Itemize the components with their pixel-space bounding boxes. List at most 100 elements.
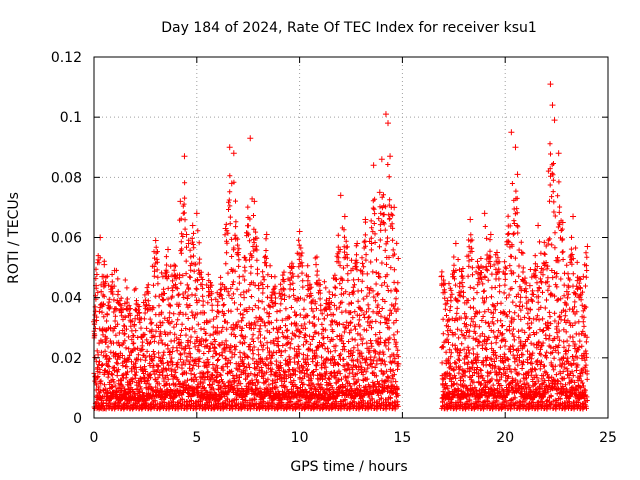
data-point	[165, 246, 172, 253]
data-point	[230, 150, 237, 157]
x-tick-label: 15	[393, 430, 411, 446]
data-point	[547, 81, 554, 88]
data-point	[158, 291, 165, 298]
data-point	[193, 210, 200, 217]
data-point	[206, 288, 213, 295]
data-point	[241, 294, 248, 301]
y-tick-label: 0	[73, 411, 82, 427]
data-point	[475, 264, 482, 271]
data-point	[132, 315, 139, 322]
data-point	[502, 270, 509, 277]
data-point	[459, 279, 466, 286]
data-point	[584, 243, 591, 250]
data-point	[382, 111, 389, 118]
data-point	[103, 360, 110, 367]
data-point	[362, 216, 369, 223]
data-point	[296, 228, 303, 235]
data-point	[518, 249, 525, 256]
data-points	[91, 81, 591, 367]
data-point	[181, 153, 188, 160]
data-point	[321, 306, 328, 313]
data-point	[288, 264, 295, 271]
data-point	[263, 231, 270, 238]
data-point	[580, 273, 587, 280]
y-tick-label: 0.06	[51, 231, 82, 247]
y-tick-label: 0.1	[60, 110, 82, 126]
data-point	[576, 294, 583, 301]
baseline-band	[91, 141, 590, 412]
data-point	[487, 231, 494, 238]
data-point	[304, 282, 311, 289]
data-point	[329, 291, 336, 298]
data-point	[222, 225, 229, 232]
data-point	[512, 144, 519, 151]
data-point	[493, 249, 500, 256]
data-point	[115, 339, 122, 346]
data-point	[95, 351, 102, 358]
data-point	[559, 219, 566, 226]
baseline-points	[91, 141, 590, 412]
data-point	[183, 231, 190, 238]
data-point	[348, 267, 354, 274]
data-point	[481, 210, 488, 217]
data-point	[376, 189, 383, 196]
data-point	[214, 324, 221, 331]
data-point	[508, 129, 515, 136]
data-point	[395, 360, 402, 367]
data-point	[535, 222, 542, 229]
data-point	[144, 306, 151, 313]
data-point	[378, 156, 385, 163]
axis-ticks	[93, 56, 609, 419]
data-point	[99, 273, 106, 280]
data-point	[199, 309, 206, 316]
y-tick-label: 0.04	[51, 291, 82, 307]
y-axis-label: ROTI / TECUs	[6, 192, 22, 284]
data-point	[280, 285, 287, 292]
data-point	[526, 282, 533, 289]
data-point	[189, 222, 196, 229]
data-point	[228, 180, 235, 187]
x-axis-label: GPS time / hours	[290, 459, 407, 475]
chart-title: Day 184 of 2024, Rate Of TEC Index for r…	[161, 20, 537, 36]
data-point	[551, 117, 558, 124]
data-point	[549, 102, 556, 109]
y-tick-label: 0.02	[51, 351, 82, 367]
x-tick-label: 5	[192, 430, 201, 446]
y-tick-label: 0.12	[51, 50, 82, 66]
data-point	[138, 333, 145, 340]
data-point	[313, 261, 320, 268]
data-point	[234, 249, 241, 256]
data-point	[341, 213, 348, 220]
data-point	[251, 198, 258, 205]
data-point	[255, 282, 262, 289]
data-point	[514, 171, 521, 178]
data-point	[387, 153, 394, 160]
data-point	[354, 240, 361, 247]
data-point	[452, 240, 459, 247]
data-point	[391, 204, 398, 211]
data-point	[543, 324, 550, 331]
data-point	[444, 297, 451, 304]
x-tick-label: 10	[291, 430, 309, 446]
data-point	[370, 162, 377, 169]
x-tick-labels: 0 5 10 15 20 25	[90, 430, 617, 446]
data-point	[247, 135, 254, 142]
data-point	[128, 348, 135, 355]
data-point	[438, 273, 445, 280]
data-point	[563, 288, 570, 295]
data-point	[152, 237, 159, 244]
x-tick-label: 0	[90, 430, 99, 446]
y-tick-label: 0.08	[51, 170, 82, 186]
data-point	[107, 324, 114, 331]
data-point	[226, 144, 233, 151]
x-tick-label: 25	[599, 430, 617, 446]
data-point	[570, 213, 577, 220]
data-point	[111, 267, 118, 274]
data-point	[185, 240, 192, 247]
data-point	[177, 198, 184, 205]
data-point	[271, 300, 278, 307]
data-point	[555, 150, 562, 157]
y-tick-labels: 0 0.02 0.04 0.06 0.08 0.1 0.12	[51, 50, 82, 427]
data-point	[171, 273, 178, 280]
